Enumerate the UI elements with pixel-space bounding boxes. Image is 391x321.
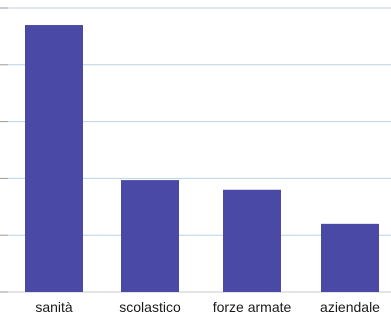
bar-4	[321, 223, 379, 292]
x-tick-label: forze armate	[213, 299, 292, 315]
bar-2	[121, 180, 179, 292]
y-axis-ticks	[0, 7, 8, 293]
x-tick-label: sanità	[35, 299, 73, 315]
x-tick-label: aziendale	[320, 299, 380, 315]
bar-3	[223, 189, 281, 292]
x-tick-label: scolastico	[119, 299, 181, 315]
bars	[25, 25, 379, 292]
x-axis-labels: sanità scolastico forze armate aziendale	[35, 299, 380, 315]
bar-1	[25, 25, 83, 292]
